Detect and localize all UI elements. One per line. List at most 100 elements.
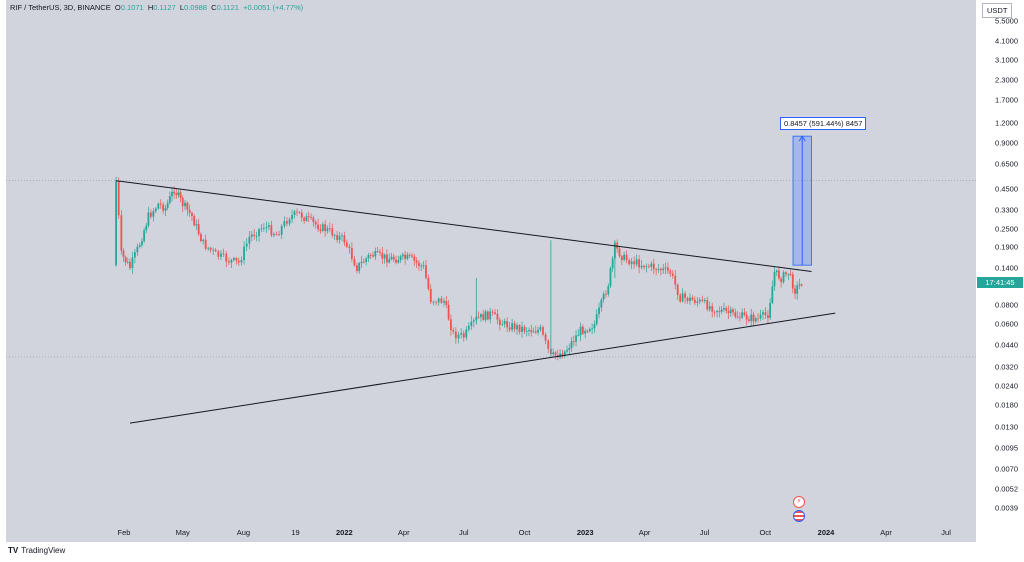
candle-body-86 bbox=[321, 224, 324, 231]
candle-body-148 bbox=[470, 321, 473, 326]
candle-body-17 bbox=[154, 208, 157, 212]
candle-body-143 bbox=[457, 334, 460, 339]
time-tick-12: 2024 bbox=[817, 528, 835, 537]
candle-body-22 bbox=[166, 202, 169, 208]
time-tick-6: Jul bbox=[458, 528, 469, 537]
candle-body-241 bbox=[691, 297, 694, 300]
candle-body-118 bbox=[397, 260, 400, 263]
candle-body-169 bbox=[521, 326, 523, 332]
candle-body-288 bbox=[800, 284, 803, 286]
candle-body-244 bbox=[698, 299, 701, 302]
candle-body-18 bbox=[157, 203, 160, 209]
candle-body-166 bbox=[513, 323, 516, 330]
candle-body-59 bbox=[255, 235, 258, 237]
candle-body-91 bbox=[333, 235, 336, 236]
candle-body-172 bbox=[528, 329, 530, 332]
candle-body-267 bbox=[752, 314, 755, 322]
candle-body-206 bbox=[607, 286, 610, 295]
candle-body-49 bbox=[230, 259, 233, 263]
candle-body-158 bbox=[494, 312, 496, 314]
tradingview-brand[interactable]: TV TradingView bbox=[8, 546, 65, 555]
candle-body-227 bbox=[657, 268, 660, 270]
candle-body-71 bbox=[286, 221, 288, 224]
candle-body-58 bbox=[253, 234, 256, 237]
candle-body-145 bbox=[462, 333, 465, 338]
lightning-icon[interactable]: ⚡ bbox=[793, 496, 805, 508]
price-tick-10: 0.2500 bbox=[995, 224, 1018, 234]
candle-body-174 bbox=[532, 331, 535, 333]
candle-body-229 bbox=[662, 268, 665, 271]
candle-body-183 bbox=[554, 352, 557, 356]
candle-body-6 bbox=[129, 261, 131, 269]
time-tick-14: Jul bbox=[941, 528, 951, 537]
candle-body-77 bbox=[300, 212, 303, 218]
candle-body-230 bbox=[664, 267, 667, 269]
candle-body-72 bbox=[288, 219, 291, 224]
last-price-tag: 17:41:45 bbox=[977, 277, 1023, 288]
candle-body-33 bbox=[191, 212, 193, 217]
candle-body-68 bbox=[278, 234, 280, 236]
candle-body-237 bbox=[681, 293, 684, 302]
price-chart[interactable] bbox=[6, 0, 976, 542]
candle-body-268 bbox=[754, 318, 757, 322]
measure-label[interactable]: 0.8457 (591.44%) 8457 bbox=[780, 117, 867, 130]
candle-body-284 bbox=[791, 274, 794, 289]
candle-body-79 bbox=[305, 216, 308, 221]
candle-body-7 bbox=[131, 257, 134, 269]
candle-body-10 bbox=[138, 245, 141, 247]
candle-body-146 bbox=[465, 329, 468, 338]
candle-body-260 bbox=[736, 316, 739, 318]
candle-body-162 bbox=[503, 321, 506, 325]
time-tick-4: 2022 bbox=[336, 528, 353, 537]
candle-body-65 bbox=[270, 225, 273, 236]
candle-body-232 bbox=[669, 270, 672, 274]
currency-button[interactable]: USDT bbox=[982, 3, 1013, 18]
price-scale[interactable]: 5.5000 4.1000 3.1000 2.3000 1.7000 1.2000 0.90… bbox=[976, 0, 1024, 542]
candle-body-226 bbox=[655, 269, 658, 271]
candle-body-197 bbox=[586, 330, 589, 332]
candle-body-8 bbox=[133, 252, 136, 258]
candle-body-286 bbox=[796, 285, 799, 294]
candle-body-253 bbox=[720, 309, 723, 312]
candle-body-28 bbox=[179, 192, 182, 198]
price-tick-0: 5.5000 bbox=[995, 16, 1018, 26]
candle-body-53 bbox=[240, 260, 243, 263]
us-flag-icon[interactable] bbox=[793, 510, 805, 522]
candle-body-76 bbox=[298, 212, 301, 214]
candle-body-61 bbox=[260, 228, 263, 230]
candle-body-134 bbox=[435, 301, 437, 303]
candle-body-273 bbox=[767, 315, 769, 318]
price-tick-1: 4.1000 bbox=[995, 36, 1018, 46]
chart-area[interactable] bbox=[6, 0, 976, 542]
candle-body-21 bbox=[164, 207, 167, 211]
candle-body-125 bbox=[413, 256, 416, 261]
candle-body-90 bbox=[331, 228, 334, 236]
candle-body-13 bbox=[145, 225, 148, 231]
candle-body-40 bbox=[207, 247, 210, 249]
candle-body-279 bbox=[780, 278, 783, 283]
price-tick-7: 0.6500 bbox=[995, 159, 1018, 169]
ascending-support-line bbox=[129, 312, 836, 424]
candle-body-119 bbox=[399, 256, 402, 261]
candle-body-255 bbox=[725, 308, 728, 312]
candle-body-75 bbox=[296, 211, 298, 213]
price-tick-6: 0.9000 bbox=[995, 138, 1018, 148]
time-axis[interactable]: Feb May Aug 19 2022 Apr Jul Oct 2023 Apr Jul Oct 202… bbox=[6, 526, 976, 542]
candle-body-199 bbox=[591, 328, 594, 330]
candle-body-222 bbox=[645, 266, 648, 268]
candle-body-151 bbox=[477, 316, 480, 318]
candle-body-128 bbox=[420, 265, 423, 267]
candle-body-265 bbox=[748, 319, 750, 322]
candle-body-100 bbox=[356, 265, 358, 272]
candle-body-155 bbox=[486, 311, 489, 320]
candle-body-35 bbox=[195, 224, 198, 226]
candle-body-103 bbox=[362, 261, 365, 263]
candle-body-82 bbox=[312, 217, 315, 223]
candle-body-30 bbox=[184, 202, 186, 207]
candle-body-175 bbox=[534, 331, 537, 333]
time-tick-7: Oct bbox=[518, 528, 531, 537]
candle-body-257 bbox=[729, 309, 732, 314]
candle-body-231 bbox=[667, 267, 669, 271]
candle-body-203 bbox=[600, 299, 603, 308]
candle-body-192 bbox=[575, 335, 577, 342]
